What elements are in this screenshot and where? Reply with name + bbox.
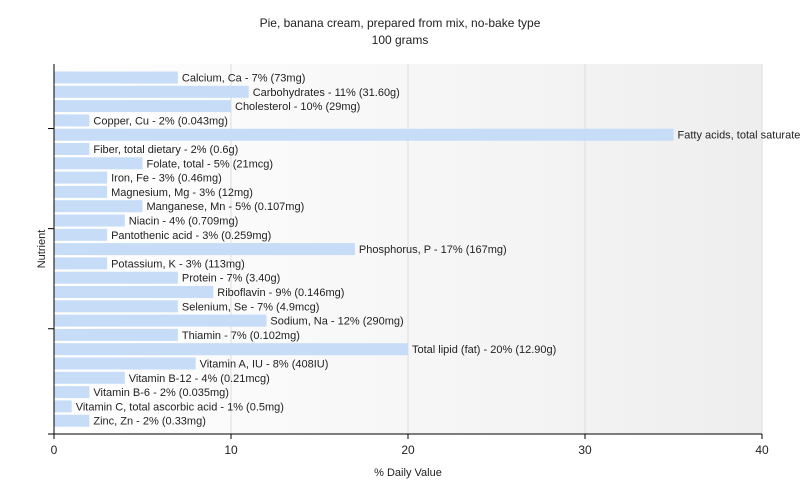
bar — [54, 185, 108, 198]
grid-lines — [230, 64, 763, 434]
bar-label: Copper, Cu - 2% (0.043mg) — [93, 115, 228, 127]
bar-label: Vitamin A, IU - 8% (408IU) — [200, 359, 329, 371]
x-axis-label: % Daily Value — [374, 467, 442, 479]
bar-label: Zinc, Zn - 2% (0.33mg) — [93, 416, 205, 428]
x-tick-label: 0 — [51, 443, 58, 457]
bar-label: Protein - 7% (3.40g) — [182, 273, 280, 285]
bar — [54, 414, 90, 427]
bar — [54, 114, 90, 127]
y-axis-label: Nutrient — [36, 230, 48, 269]
bar-label: Phosphorus, P - 17% (167mg) — [359, 244, 507, 256]
bar — [54, 143, 90, 155]
x-tick-label: 30 — [578, 443, 592, 457]
bar — [54, 300, 178, 313]
bar — [54, 371, 125, 384]
bar-label: Niacin - 4% (0.709mg) — [129, 216, 238, 228]
bar-label: Riboflavin - 9% (0.146mg) — [217, 287, 344, 299]
bar — [54, 243, 355, 256]
bar-label: Vitamin B-12 - 4% (0.21mcg) — [129, 373, 270, 385]
bar — [54, 357, 196, 370]
bar-label: Pantothenic acid - 3% (0.259mg) — [111, 230, 271, 242]
bar-label: Vitamin B-6 - 2% (0.035mg) — [93, 387, 229, 399]
bar-label: Manganese, Mn - 5% (0.107mg) — [147, 201, 305, 213]
x-tick-label: 20 — [401, 443, 415, 457]
bar-label: Fiber, total dietary - 2% (0.6g) — [93, 144, 238, 156]
bar — [54, 71, 178, 84]
bar-label: Total lipid (fat) - 20% (12.90g) — [412, 344, 556, 356]
bar — [54, 228, 108, 241]
axes: 0 10 20 30 40 — [48, 64, 769, 457]
bar — [54, 386, 90, 399]
bar-label: Carbohydrates - 11% (31.60g) — [253, 87, 400, 99]
bar — [54, 214, 125, 227]
bar — [54, 271, 178, 284]
bar — [54, 400, 72, 413]
bar — [54, 343, 408, 356]
bar-label: Magnesium, Mg - 3% (12mg) — [111, 187, 253, 199]
bar — [54, 328, 178, 341]
x-tick-label: 40 — [755, 443, 769, 457]
bar — [54, 85, 249, 98]
bar-label: Potassium, K - 3% (113mg) — [111, 258, 245, 270]
bar — [54, 257, 108, 270]
bar-label: Selenium, Se - 7% (4.9mcg) — [182, 301, 320, 313]
bar — [54, 286, 214, 298]
chart-title: Pie, banana cream, prepared from mix, no… — [260, 16, 541, 30]
x-tick-label: 10 — [224, 443, 238, 457]
bar-label: Sodium, Na - 12% (290mg) — [270, 316, 403, 328]
bar-label: Fatty acids, total saturated - 35% (6.90… — [678, 130, 800, 142]
bar-label: Calcium, Ca - 7% (73mg) — [182, 73, 305, 85]
bar — [54, 128, 674, 141]
bar — [54, 100, 231, 113]
bar-label: Thiamin - 7% (0.102mg) — [182, 330, 300, 342]
bar-label: Cholesterol - 10% (29mg) — [235, 101, 360, 113]
bar-label: Vitamin C, total ascorbic acid - 1% (0.5… — [76, 401, 284, 413]
bar-label: Folate, total - 5% (21mcg) — [147, 158, 274, 170]
chart-subtitle: 100 grams — [372, 33, 429, 47]
bar — [54, 171, 108, 184]
bar — [54, 157, 143, 170]
data-labels: Calcium, Ca - 7% (73mg) Carbohydrates - 1… — [76, 73, 800, 428]
bar — [54, 314, 267, 327]
bar-label: Iron, Fe - 3% (0.46mg) — [111, 173, 222, 185]
bars — [54, 71, 674, 427]
bar — [54, 200, 143, 213]
